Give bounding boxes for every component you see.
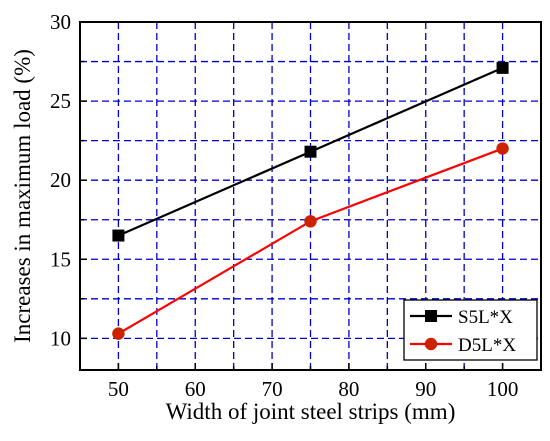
x-tick-label: 100 bbox=[487, 377, 519, 401]
data-point bbox=[112, 327, 125, 340]
series-1 bbox=[112, 61, 509, 242]
data-point bbox=[304, 215, 317, 228]
y-tick-label: 10 bbox=[50, 326, 71, 350]
data-point bbox=[304, 145, 317, 158]
data-point bbox=[112, 229, 125, 242]
series-layer bbox=[112, 61, 509, 340]
data-point bbox=[496, 61, 509, 74]
x-tick-label: 90 bbox=[415, 377, 436, 401]
tick-labels: 50 60 70 80 90 100 10 15 20 25 30 bbox=[50, 10, 518, 401]
legend-label: S5L*X bbox=[458, 307, 513, 328]
legend-entry: S5L*X bbox=[410, 307, 513, 328]
legend-marker bbox=[424, 337, 438, 351]
data-point bbox=[496, 142, 509, 155]
plot-frame bbox=[79, 21, 542, 371]
legend: S5L*X D5L*X bbox=[403, 299, 538, 361]
y-tick-label: 20 bbox=[50, 168, 71, 192]
y-tick-label: 25 bbox=[50, 89, 71, 113]
legend-label: D5L*X bbox=[458, 335, 516, 356]
x-tick-label: 70 bbox=[262, 377, 283, 401]
legend-entry: D5L*X bbox=[410, 335, 516, 356]
y-tick-label: 15 bbox=[50, 247, 71, 271]
x-tick-label: 50 bbox=[108, 377, 129, 401]
legend-marker bbox=[425, 310, 437, 322]
x-axis-title: Width of joint steel strips (mm) bbox=[166, 399, 456, 424]
y-axis-title: Increases in maximum load (%) bbox=[10, 49, 35, 343]
series-2 bbox=[112, 142, 509, 340]
x-tick-label: 80 bbox=[338, 377, 359, 401]
y-tick-label: 30 bbox=[50, 10, 71, 34]
x-tick-label: 60 bbox=[185, 377, 206, 401]
